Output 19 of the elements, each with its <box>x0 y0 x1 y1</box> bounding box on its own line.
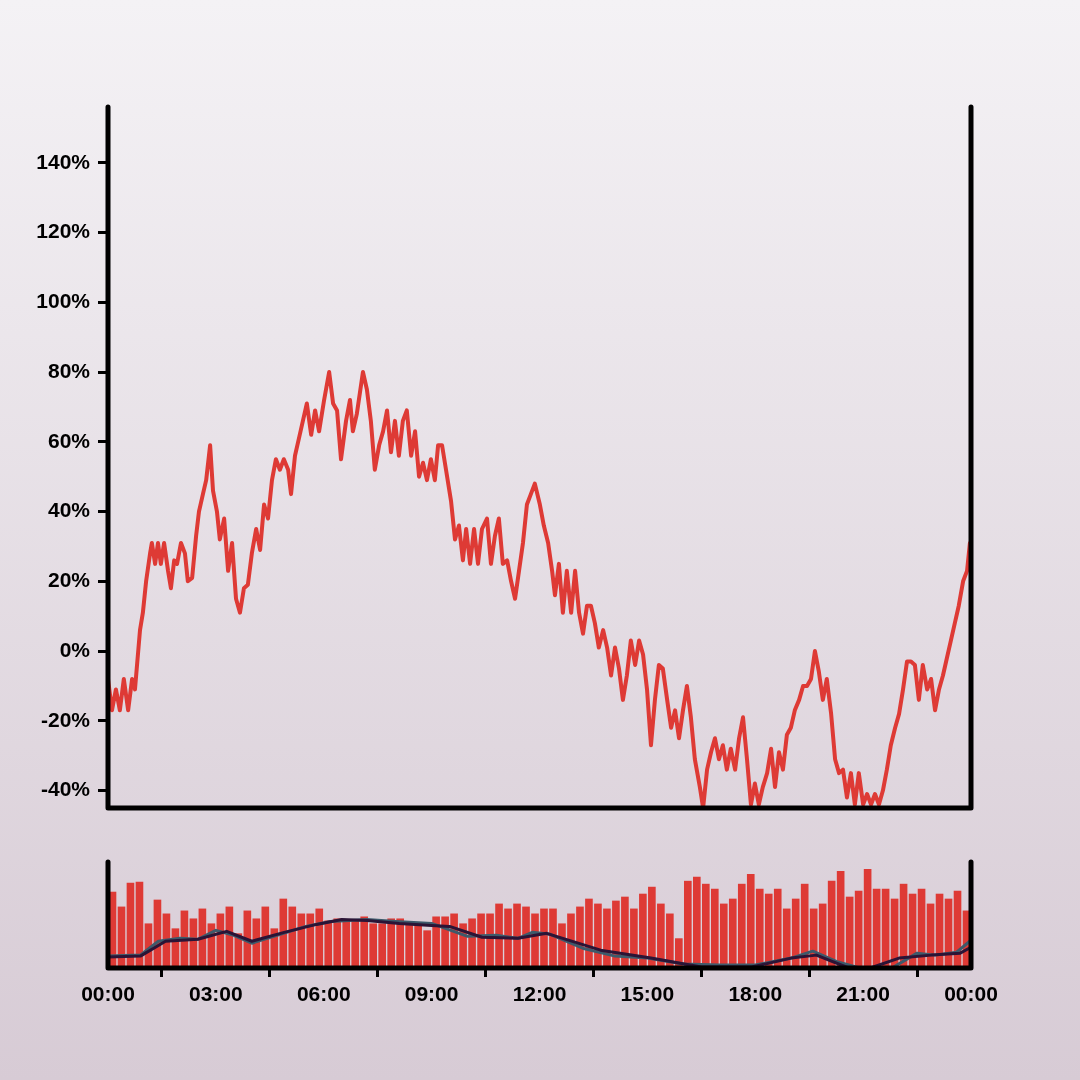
x-tick-label: 00:00 <box>81 982 135 1006</box>
y-tick-label: -40% <box>40 777 91 801</box>
x-tick-label: 03:00 <box>189 982 243 1006</box>
y-tick-label: 140% <box>36 149 91 173</box>
y-tick-label: 60% <box>47 428 91 452</box>
x-tick-label: 15:00 <box>620 982 675 1006</box>
x-tick-label: 12:00 <box>512 982 567 1006</box>
y-tick-label: 120% <box>36 219 91 243</box>
y-tick-label: 40% <box>47 498 91 522</box>
x-tick-label: 09:00 <box>404 982 459 1006</box>
x-tick-label: 21:00 <box>836 982 890 1006</box>
y-tick-label: -20% <box>40 707 91 731</box>
y-tick-label: 0% <box>59 637 91 661</box>
x-tick-label: 06:00 <box>296 982 351 1006</box>
y-tick-label: 80% <box>47 358 91 382</box>
y-tick-label: 20% <box>47 568 91 592</box>
x-tick-label: 18:00 <box>728 982 783 1006</box>
x-tick-label: 00:00 <box>944 982 998 1006</box>
y-tick-label: 100% <box>36 289 91 313</box>
